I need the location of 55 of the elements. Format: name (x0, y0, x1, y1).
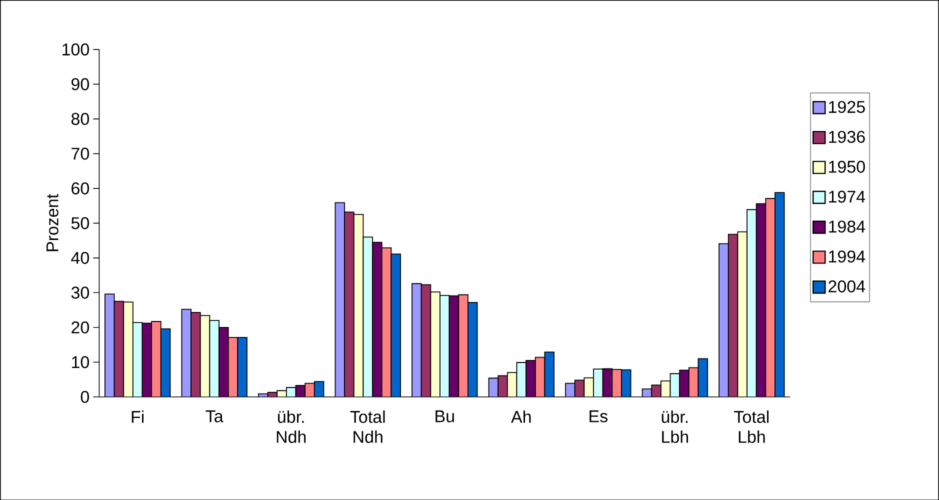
bar (737, 231, 748, 397)
y-tick-label: 60 (72, 182, 89, 194)
bar (718, 243, 729, 397)
bar (104, 293, 115, 397)
x-tick-label: Ah (511, 410, 531, 423)
bar (467, 302, 478, 397)
bar (362, 236, 373, 397)
legend-label: 1925 (829, 100, 865, 113)
bar (390, 253, 401, 397)
y-tick-label: 40 (71, 252, 89, 264)
bar (353, 214, 364, 397)
bar (160, 328, 171, 397)
bar (746, 208, 757, 397)
x-tick-label: übr. Ndh (276, 410, 306, 443)
y-tick-label: 100 (62, 43, 89, 56)
x-tick-label: Es (590, 410, 608, 422)
y-axis-title: Prozent (46, 194, 58, 251)
legend-label: 1950 (829, 160, 865, 173)
bar (372, 242, 382, 397)
x-tick-label: übr. Lbh (662, 410, 688, 443)
legend-label: 1936 (829, 130, 865, 143)
y-tick-label: 90 (72, 78, 89, 90)
x-tick-label: Ta (206, 410, 224, 422)
bar (181, 308, 192, 397)
legend-label: 1994 (829, 250, 866, 262)
bar (544, 351, 554, 397)
y-tick-label: 70 (72, 147, 89, 160)
y-tick-label: 30 (71, 286, 89, 298)
y-tick-label: 10 (72, 356, 89, 368)
x-tick-label: Total Ndh (350, 410, 385, 443)
y-tick-label: 80 (71, 112, 89, 125)
bar (412, 282, 422, 397)
bar (440, 294, 450, 397)
legend-label: 1984 (829, 220, 866, 232)
y-tick-label: 50 (71, 216, 89, 229)
bar (114, 300, 124, 397)
bar (334, 202, 346, 397)
x-tick-label: Fi (132, 410, 144, 423)
bar (123, 301, 134, 397)
legend-label: 1974 (829, 190, 866, 203)
legend-label: 2004 (828, 280, 866, 292)
bar (237, 336, 248, 397)
bar (142, 322, 152, 397)
x-tick-label: Total Lbh (734, 410, 769, 443)
bar (190, 312, 201, 397)
x-tick-label: Bu (436, 410, 454, 422)
bar (218, 326, 229, 397)
bar (344, 211, 354, 397)
bar (132, 322, 143, 397)
bar (209, 320, 220, 397)
y-tick-label: 20 (72, 321, 89, 334)
bar (728, 234, 738, 397)
y-tick-label: 0 (80, 390, 89, 403)
bar (430, 291, 440, 397)
bar (774, 192, 785, 397)
